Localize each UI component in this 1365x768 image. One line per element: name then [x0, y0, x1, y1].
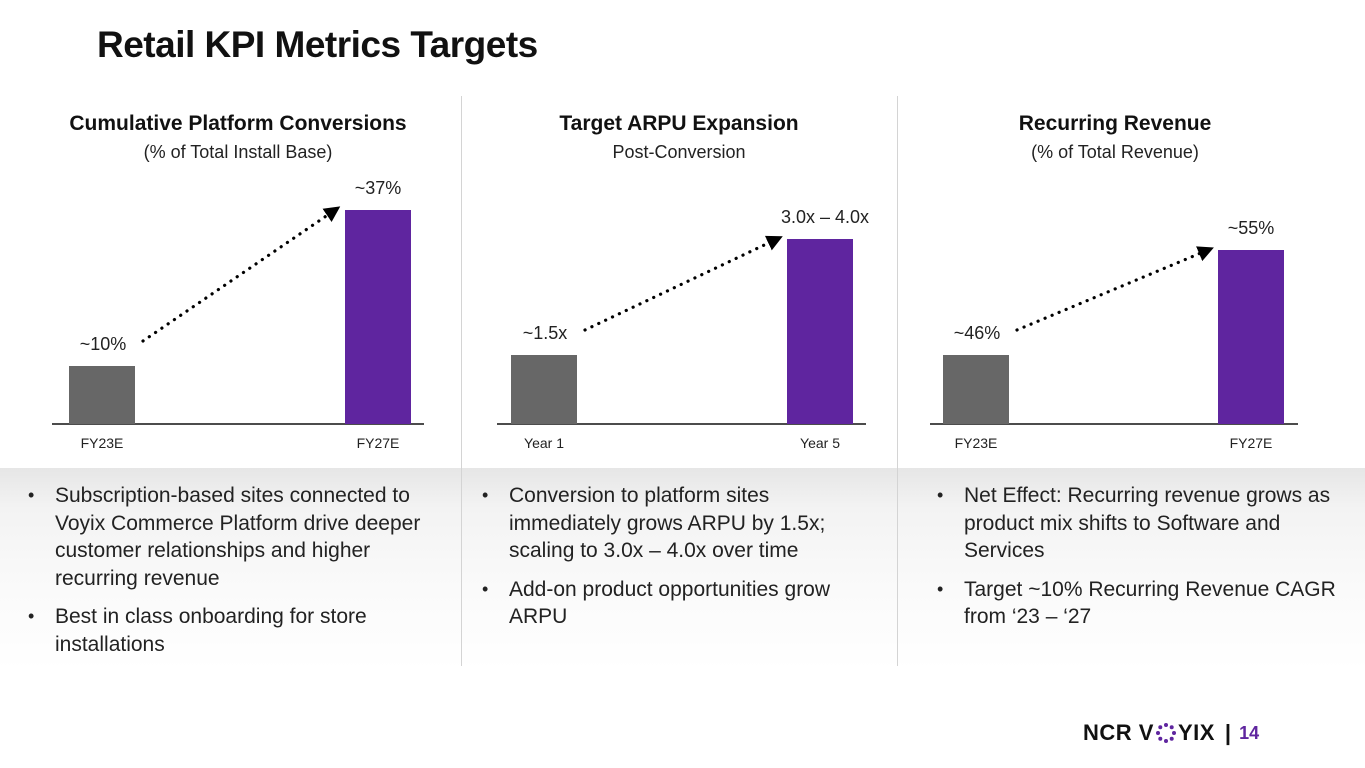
bar-year-5	[787, 239, 853, 424]
bullet-list-recurring: Net Effect: Recurring revenue grows as p…	[937, 482, 1337, 642]
chart-subtitle: Post-Conversion	[612, 142, 746, 162]
x-tick-label: FY27E	[1230, 435, 1273, 451]
bar-fy27e	[345, 210, 411, 424]
data-label: 3.0x – 4.0x	[781, 207, 869, 227]
voyix-dot-ring-icon	[1155, 723, 1176, 743]
trend-arrow	[583, 235, 783, 332]
footer: NCR V YIX | 14	[1083, 720, 1259, 746]
column-divider	[461, 96, 462, 666]
trend-arrow	[1015, 246, 1214, 332]
x-tick-label: Year 5	[800, 435, 840, 451]
bullet-item: Add-on product opportunities grow ARPU	[482, 576, 852, 631]
column-divider	[897, 96, 898, 666]
data-label: ~46%	[954, 323, 1001, 343]
chart-title: Cumulative Platform Conversions	[69, 112, 407, 135]
x-tick-label: FY27E	[357, 435, 400, 451]
bullet-item: Target ~10% Recurring Revenue CAGR from …	[937, 576, 1337, 631]
bullet-item: Best in class onboarding for store insta…	[28, 603, 438, 658]
trend-arrow	[141, 206, 341, 343]
data-label: ~37%	[355, 178, 402, 198]
data-label: ~10%	[80, 334, 127, 354]
logo-text-left: NCR V	[1083, 720, 1154, 745]
bar-fy23e	[943, 355, 1009, 424]
bullet-item: Subscription-based sites connected to Vo…	[28, 482, 438, 592]
bar-fy27e	[1218, 250, 1284, 424]
page-title: Retail KPI Metrics Targets	[97, 24, 538, 65]
logo-text-right: YIX	[1177, 720, 1215, 745]
page-number: 14	[1239, 722, 1260, 743]
bullet-item: Conversion to platform sites immediately…	[482, 482, 852, 565]
chart-title: Target ARPU Expansion	[559, 112, 799, 135]
bullet-item: Net Effect: Recurring revenue grows as p…	[937, 482, 1337, 565]
data-label: ~1.5x	[523, 323, 568, 343]
ncr-voyix-logo: NCR V YIX	[1083, 720, 1215, 746]
bullet-list-arpu: Conversion to platform sites immediately…	[482, 482, 852, 642]
x-tick-label: FY23E	[81, 435, 124, 451]
chart-subtitle: (% of Total Install Base)	[143, 142, 333, 162]
bullet-list-conversions: Subscription-based sites connected to Vo…	[28, 482, 438, 669]
data-label: ~55%	[1228, 218, 1275, 238]
x-tick-label: Year 1	[524, 435, 564, 451]
bar-year-1	[511, 355, 577, 424]
x-tick-label: FY23E	[955, 435, 998, 451]
chart-subtitle: (% of Total Revenue)	[1031, 142, 1199, 162]
bar-fy23e	[69, 366, 135, 424]
footer-separator: |	[1224, 720, 1232, 745]
chart-title: Recurring Revenue	[1018, 112, 1212, 135]
